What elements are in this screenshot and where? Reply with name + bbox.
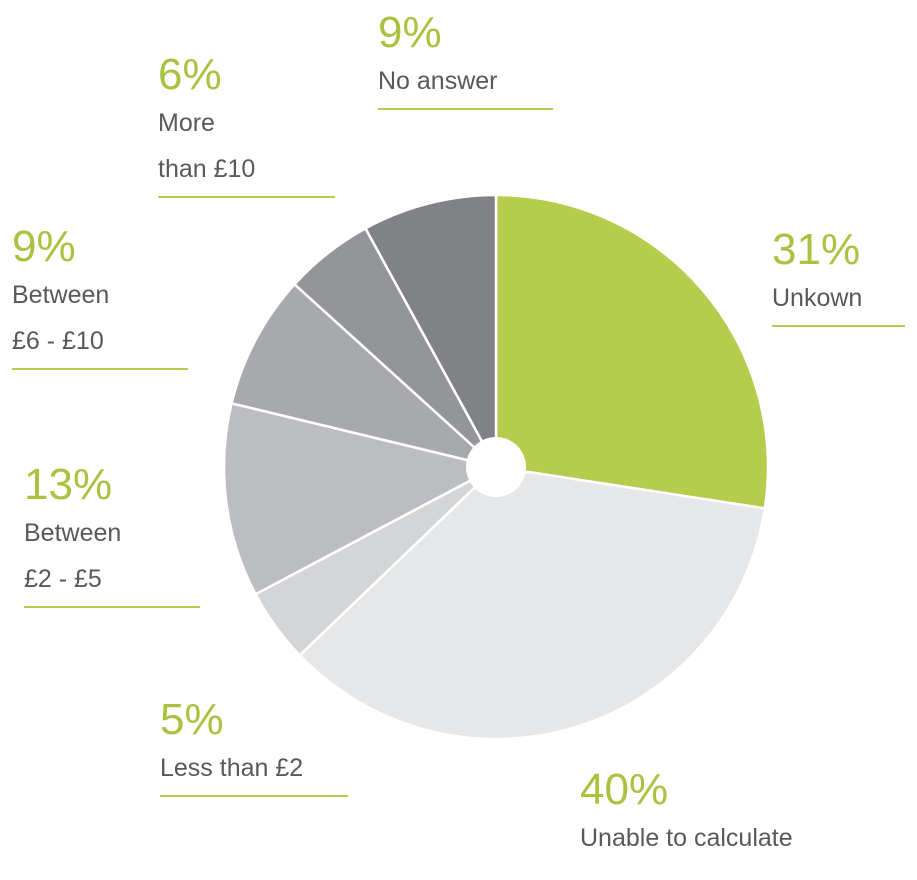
- label-underline: [24, 606, 200, 608]
- label-underline: [772, 325, 905, 327]
- category-label: Unkown: [772, 284, 863, 312]
- label-underline: [158, 196, 335, 198]
- percent-label: 9%: [378, 8, 442, 57]
- category-label: No answer: [378, 67, 498, 95]
- pie-slice: [494, 193, 770, 510]
- slice-label: 6% More than £10: [158, 50, 335, 198]
- category-label: Less than £2: [160, 754, 304, 782]
- slice-label: 13% Between £2 - £5: [24, 460, 200, 608]
- pie-slice: [230, 282, 497, 469]
- category-label: Between £2 - £5: [24, 519, 122, 593]
- percent-label: 5%: [160, 695, 224, 744]
- slice-label: 40% Unable to calculate: [580, 765, 880, 861]
- percent-label: 13%: [24, 460, 113, 509]
- slice-label: 9% No answer: [378, 8, 553, 110]
- percent-label: 40%: [580, 765, 669, 814]
- label-underline: [160, 795, 348, 797]
- pie-hole: [466, 437, 526, 497]
- slice-label: 9% Between £6 - £10: [12, 222, 188, 370]
- slice-label: 31% Unkown: [772, 225, 905, 327]
- label-underline: [12, 368, 188, 370]
- pie-slice: [363, 193, 498, 468]
- pie-slice: [297, 465, 767, 741]
- category-label: Unable to calculate: [580, 824, 793, 852]
- label-underline: [378, 108, 553, 110]
- percent-label: 9%: [12, 222, 76, 271]
- percent-label: 31%: [772, 225, 861, 274]
- percent-label: 6%: [158, 50, 222, 99]
- category-label: Between £6 - £10: [12, 281, 110, 355]
- category-label: More than £10: [158, 109, 256, 183]
- slice-label: 5% Less than £2: [160, 695, 348, 797]
